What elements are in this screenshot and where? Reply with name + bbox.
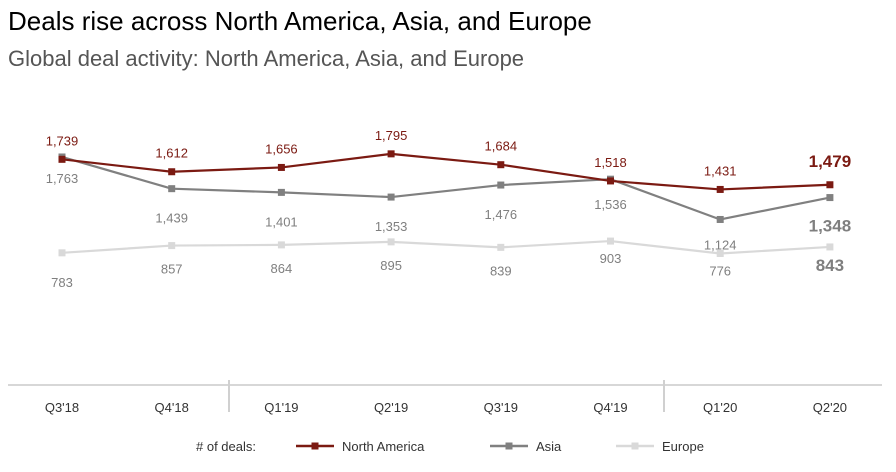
- legend-swatch-marker: [631, 442, 639, 450]
- data-label: 1,763: [46, 171, 79, 186]
- data-point: [607, 177, 614, 185]
- data-label: 1,476: [485, 207, 518, 222]
- x-tick-label: Q3'19: [484, 400, 518, 415]
- data-label: 783: [51, 275, 73, 290]
- x-tick-label: Q1'20: [703, 400, 737, 415]
- x-tick-label: Q1'19: [264, 400, 298, 415]
- data-label: 1,348: [809, 217, 852, 236]
- legend-swatch-marker: [505, 442, 513, 450]
- x-tick-label: Q2'20: [813, 400, 847, 415]
- data-point: [607, 237, 614, 245]
- legend-swatch-marker: [311, 442, 319, 450]
- legend-label: Europe: [662, 439, 704, 454]
- data-point: [277, 163, 285, 171]
- data-label: 1,684: [485, 139, 518, 154]
- x-tick-label: Q4'18: [155, 400, 189, 415]
- data-label: 1,479: [809, 152, 852, 171]
- data-point: [387, 238, 395, 246]
- data-point: [58, 249, 66, 257]
- data-label: 864: [271, 261, 293, 276]
- data-label: 1,431: [704, 163, 737, 178]
- data-point: [497, 161, 505, 169]
- data-point: [826, 181, 834, 189]
- data-label: 843: [816, 256, 844, 275]
- data-label: 1,795: [375, 128, 408, 143]
- data-label: 776: [709, 264, 731, 279]
- data-point: [168, 242, 176, 250]
- data-label: 1,536: [594, 197, 627, 212]
- series-line-north-america: [61, 152, 830, 191]
- data-point: [168, 185, 176, 193]
- x-tick-label: Q3'18: [45, 400, 79, 415]
- data-label: 857: [161, 262, 183, 277]
- data-point: [387, 150, 395, 158]
- data-point: [387, 193, 395, 201]
- data-label: 1,656: [265, 141, 298, 156]
- data-point: [716, 185, 724, 193]
- data-label: 903: [600, 251, 622, 266]
- data-point: [277, 188, 285, 196]
- data-label: 839: [490, 263, 512, 278]
- data-label: 1,612: [155, 146, 188, 161]
- data-label: 1,353: [375, 219, 408, 234]
- data-point: [168, 168, 176, 176]
- data-label: 1,739: [46, 133, 79, 148]
- chart-title: Deals rise across North America, Asia, a…: [8, 6, 592, 36]
- legend-label: North America: [342, 439, 425, 454]
- data-label: 1,124: [704, 237, 737, 252]
- data-point: [716, 250, 724, 258]
- series-line-asia: [61, 155, 831, 221]
- data-label: 1,439: [155, 211, 188, 226]
- data-point: [826, 194, 834, 202]
- data-label: 895: [380, 258, 402, 273]
- data-point: [277, 241, 285, 249]
- data-label: 1,401: [265, 214, 298, 229]
- x-tick-label: Q4'19: [593, 400, 627, 415]
- data-point: [826, 243, 834, 251]
- data-point: [497, 243, 505, 251]
- series-line-europe: [61, 239, 830, 255]
- data-point: [716, 215, 724, 223]
- legend-label: Asia: [536, 439, 562, 454]
- data-point: [497, 181, 505, 189]
- chart-subtitle: Global deal activity: North America, Asi…: [8, 46, 525, 71]
- legend-title: # of deals:: [196, 439, 256, 454]
- data-point: [58, 155, 66, 163]
- data-label: 1,518: [594, 155, 627, 170]
- x-tick-label: Q2'19: [374, 400, 408, 415]
